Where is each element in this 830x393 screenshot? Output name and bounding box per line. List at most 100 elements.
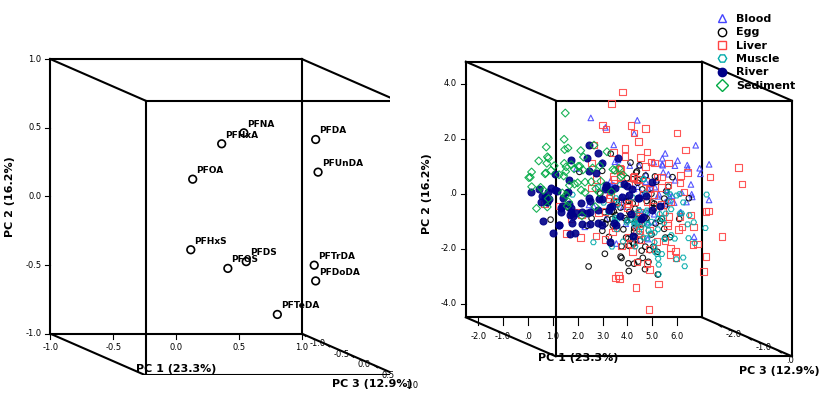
Point <box>674 209 687 216</box>
Point <box>587 142 600 148</box>
Point <box>609 225 622 231</box>
Point <box>553 222 566 228</box>
Point <box>666 174 679 180</box>
Point <box>608 159 622 165</box>
Point <box>636 255 649 261</box>
Point <box>540 160 554 166</box>
Point <box>596 160 609 166</box>
Point <box>568 230 581 236</box>
Point <box>585 185 598 191</box>
Point <box>562 199 575 205</box>
Point <box>673 191 686 197</box>
Point <box>685 191 698 197</box>
Point <box>577 154 590 160</box>
Point <box>682 195 696 201</box>
Point <box>610 226 623 232</box>
Point <box>603 185 617 191</box>
Point <box>611 202 624 208</box>
Point <box>582 263 595 270</box>
Point <box>609 212 622 218</box>
Point <box>681 169 694 176</box>
Point <box>676 224 689 230</box>
Point <box>664 199 677 205</box>
Point <box>671 158 684 164</box>
Text: -1.0: -1.0 <box>42 343 58 352</box>
Point <box>644 185 657 191</box>
Point <box>638 178 652 185</box>
Point <box>603 239 617 246</box>
Point <box>627 221 641 228</box>
Point <box>662 184 675 190</box>
Point <box>639 179 652 185</box>
Point <box>627 199 641 206</box>
Point <box>240 259 253 265</box>
Text: 0.5: 0.5 <box>28 123 42 132</box>
Point <box>599 184 613 191</box>
Point <box>603 204 617 210</box>
Point <box>524 174 537 180</box>
Point <box>608 182 621 188</box>
Point <box>624 241 637 247</box>
Point <box>582 141 595 148</box>
Point <box>571 180 584 186</box>
Point <box>573 169 586 175</box>
Point <box>617 204 630 210</box>
Point <box>619 220 632 227</box>
Point <box>617 239 630 245</box>
Point <box>560 231 574 237</box>
Text: 4.0: 4.0 <box>621 332 634 341</box>
Point <box>631 259 644 265</box>
Text: PC 3 (12.9%): PC 3 (12.9%) <box>332 379 413 389</box>
Point <box>637 176 651 182</box>
Point <box>538 201 551 207</box>
Point <box>642 227 655 233</box>
Point <box>652 255 665 262</box>
Point <box>700 191 713 198</box>
Point <box>663 193 676 200</box>
Point <box>660 188 673 195</box>
Point <box>638 244 652 250</box>
Point <box>647 191 661 198</box>
Text: -2.0: -2.0 <box>725 330 742 339</box>
Point <box>575 211 588 218</box>
Point <box>684 181 697 187</box>
Point <box>608 198 621 204</box>
Point <box>525 189 538 195</box>
Point <box>627 235 640 241</box>
Point <box>598 251 612 257</box>
Point <box>593 191 607 197</box>
Point <box>678 263 691 269</box>
Point <box>606 229 619 235</box>
Point <box>648 230 662 236</box>
Point <box>632 231 646 237</box>
Point <box>648 184 662 190</box>
Point <box>660 201 673 207</box>
Point <box>676 199 690 206</box>
Point <box>603 207 616 213</box>
Point <box>615 243 628 249</box>
Point <box>635 216 648 222</box>
Point <box>619 235 632 241</box>
Point <box>646 207 659 213</box>
Point <box>650 239 663 245</box>
Point <box>606 222 619 229</box>
Point <box>640 261 653 267</box>
Point <box>624 122 637 129</box>
Point <box>601 217 614 223</box>
Point <box>535 199 548 206</box>
Text: PFTrDA: PFTrDA <box>318 252 355 261</box>
Text: 1.0: 1.0 <box>405 381 418 390</box>
Point <box>622 268 636 274</box>
Point <box>605 202 618 209</box>
Point <box>626 176 639 182</box>
Point <box>598 209 611 215</box>
Point <box>592 210 605 216</box>
Point <box>671 130 684 136</box>
Point <box>634 215 647 222</box>
Point <box>651 251 664 257</box>
Point <box>658 203 671 209</box>
Point <box>629 216 642 222</box>
Point <box>584 178 598 185</box>
Point <box>575 220 588 227</box>
Point <box>642 307 656 313</box>
